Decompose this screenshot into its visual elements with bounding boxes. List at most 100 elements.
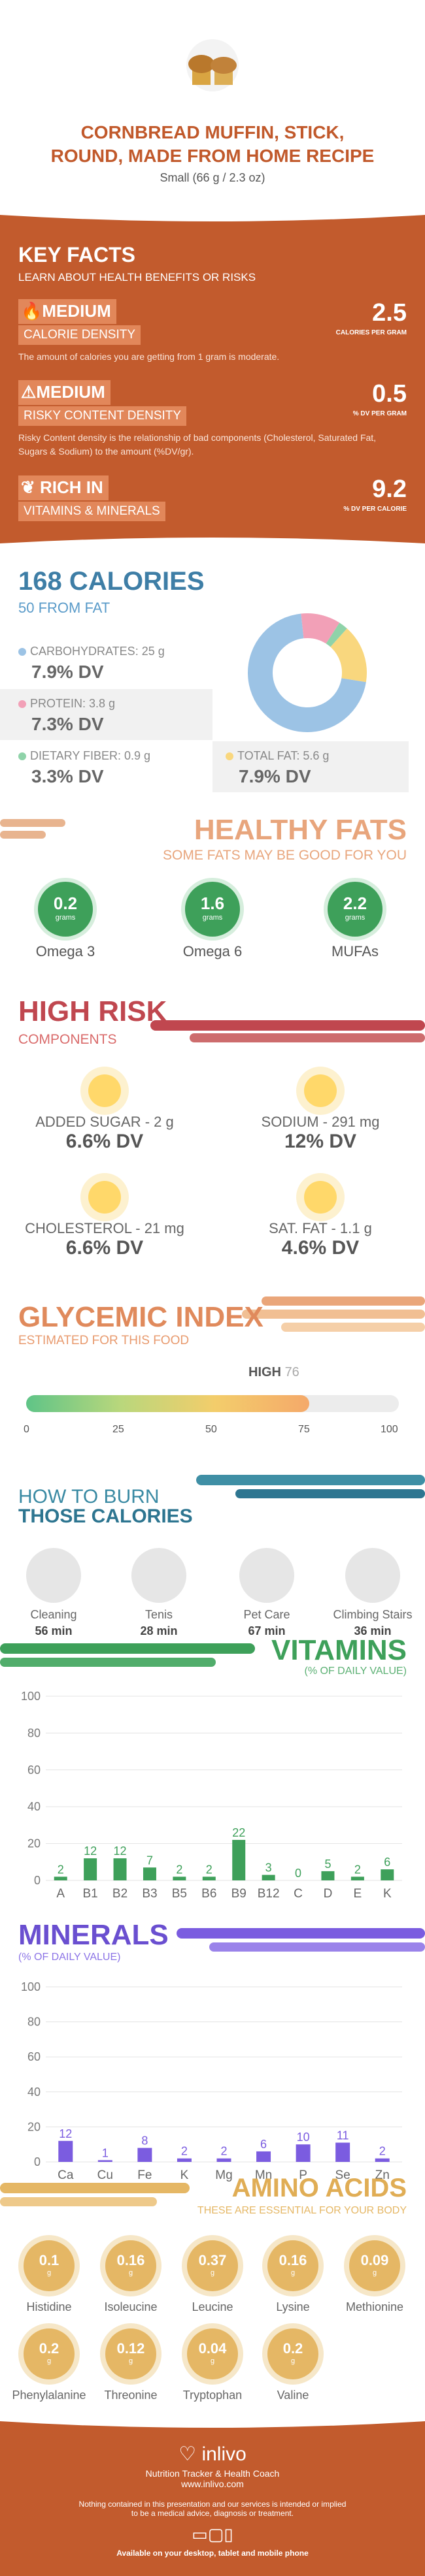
donut-slice-dietary-fiber	[326, 622, 347, 647]
bar-b5	[173, 1876, 186, 1880]
bar-se	[335, 2142, 350, 2162]
cleaning-icon	[26, 1548, 81, 1603]
footer-brand[interactable]: ♡ inlivo	[178, 2443, 246, 2465]
bar-value-label: 12	[59, 2127, 72, 2140]
x-tick-label: E	[354, 1887, 362, 1901]
flame-icon: 🔥	[21, 301, 42, 321]
amino-valine: 0.2 g Valine	[250, 2328, 335, 2402]
activity-pet-care: Pet Care 67 min	[228, 1548, 306, 1638]
bar-value-label: 0	[295, 1867, 301, 1880]
serving-size: Small (66 g / 2.3 oz)	[160, 171, 265, 184]
y-tick-label: 40	[27, 1800, 41, 1813]
heart-icon: ♡	[178, 2443, 197, 2465]
bar-value-label: 6	[384, 1856, 390, 1869]
stairs-icon	[345, 1548, 400, 1603]
bar-p	[296, 2144, 311, 2162]
footer-disclaimer-2: to be a medical advice, diagnosis or tre…	[131, 2509, 294, 2518]
x-tick-label: B6	[201, 1887, 216, 1901]
warning-icon: ⚠	[21, 382, 37, 402]
x-tick-label: A	[56, 1887, 65, 1901]
footer-url[interactable]: www.inlivo.com	[181, 2479, 244, 2489]
x-tick-label: B5	[172, 1887, 187, 1901]
risky-density-desc: Risky Content density is the relationshi…	[18, 432, 377, 457]
healthy-fats-title: HEALTHY FATS	[194, 814, 407, 846]
glycemic-level: HIGH 76	[248, 1365, 299, 1379]
donut-slice-protein	[301, 613, 340, 644]
pet-care-icon	[239, 1548, 294, 1603]
bar-value-label: 22	[232, 1826, 245, 1839]
vitamins-minerals-row: ❦ RICH IN VITAMINS & MINERALS 9.2 % DV P…	[18, 475, 407, 521]
mufas-label: MUFAs	[331, 943, 379, 959]
devices-icon: ▭▢▯	[192, 2524, 233, 2544]
key-facts-subtitle: LEARN ABOUT HEALTH BENEFITS OR RISKS	[18, 271, 256, 283]
footer: ♡ inlivo Nutrition Tracker & Health Coac…	[0, 2416, 425, 2576]
smiley-icon	[304, 1181, 337, 1214]
x-tick-label: K	[180, 2168, 189, 2182]
x-tick-label: B12	[258, 1887, 280, 1901]
footer-disclaimer-1: Nothing contained in this presentation a…	[78, 2500, 347, 2509]
amino-lysine: 0.16 g Lysine	[250, 2240, 335, 2314]
x-tick-label: Fe	[137, 2168, 152, 2182]
burn-title1: HOW TO BURN	[18, 1486, 160, 1507]
amino-threonine: 0.12 g Threonine	[88, 2328, 173, 2402]
bar-a	[54, 1876, 67, 1880]
minerals-title: MINERALS	[18, 1919, 169, 1951]
x-tick-label: B2	[112, 1887, 128, 1901]
bar-value-label: 6	[260, 2138, 267, 2151]
y-tick-label: 0	[34, 2155, 41, 2168]
omega3-item: 0.2 grams Omega 3	[23, 882, 108, 960]
added-sugar-item: ADDED SUGAR - 2 g 6.6% DV	[7, 1074, 203, 1153]
x-tick-label: B9	[231, 1887, 246, 1901]
bar-value-label: 12	[84, 1844, 97, 1858]
bar-b2	[113, 1858, 127, 1880]
amino-phenylalanine: 0.2 g Phenylalanine	[7, 2328, 92, 2402]
calorie-density-unit: CALORIES PER GRAM	[335, 329, 407, 336]
minerals-chart: 0 20 40 60 80 100 12 Ca 1 Cu 8 Fe 2 K 2 Mg 6 Mn 10 P 11 Se 2 Zn	[21, 1980, 402, 2182]
y-tick-label: 0	[34, 1874, 41, 1887]
fat-row: TOTAL FAT: 5.6 g 7.9% DV	[212, 741, 409, 792]
x-tick-label: P	[299, 2168, 307, 2182]
bar-e	[350, 1876, 364, 1880]
x-tick-label: Cu	[97, 2168, 113, 2182]
y-tick-label: 20	[27, 1837, 41, 1850]
amino-leucine: 0.37 g Leucine	[170, 2240, 255, 2314]
protein-row: PROTEIN: 3.8 g 7.3% DV	[0, 689, 212, 740]
x-tick-label: Ca	[58, 2168, 74, 2182]
carbs-dot-icon	[18, 648, 26, 656]
protein-label: PROTEIN: 3.8 g	[30, 697, 116, 710]
risky-density-level: ⚠MEDIUM	[18, 380, 110, 405]
bar-k	[381, 1869, 394, 1880]
fat-dv: 7.9% DV	[239, 766, 311, 786]
calories-title: 168 CALORIES	[18, 567, 205, 596]
burn-decoration	[183, 1475, 425, 1507]
bar-b1	[84, 1858, 97, 1880]
added-sugar-label: ADDED SUGAR - 2 g	[35, 1114, 174, 1130]
protein-dot-icon	[18, 700, 26, 709]
fiber-label: DIETARY FIBER: 0.9 g	[30, 749, 151, 762]
amino-histidine: 0.1 g Histidine	[7, 2240, 92, 2314]
bar-zn	[375, 2158, 390, 2162]
bar-value-label: 10	[297, 2131, 310, 2144]
bar-d	[321, 1871, 335, 1880]
bar-value-label: 2	[181, 2145, 188, 2158]
risky-density-label: RISKY CONTENT DENSITY	[18, 406, 187, 426]
bar-mg	[216, 2158, 231, 2162]
y-tick-label: 60	[27, 2050, 41, 2063]
x-tick-label: C	[294, 1887, 303, 1901]
x-tick-label: B3	[142, 1887, 157, 1901]
vitamins-minerals-unit: % DV PER CALORIE	[343, 506, 407, 513]
amino-subtitle: THESE ARE ESSENTIAL FOR YOUR BODY	[197, 2205, 407, 2216]
sodium-label: SODIUM - 291 mg	[261, 1114, 380, 1130]
carbs-row: CARBOHYDRATES: 25 g 7.9% DV	[0, 637, 212, 688]
bar-ca	[58, 2140, 73, 2162]
muffin-image	[186, 39, 239, 91]
bar-value-label: 2	[379, 2145, 386, 2158]
bar-value-label: 2	[176, 1863, 182, 1876]
bar-mn	[256, 2151, 271, 2162]
bar-k	[177, 2158, 192, 2162]
activity-tenis: Tenis 28 min	[120, 1548, 198, 1638]
bar-b9	[232, 1839, 246, 1880]
cholesterol-item: CHOLESTEROL - 21 mg 6.6% DV	[7, 1181, 203, 1259]
sat-fat-item: SAT. FAT - 1.1 g 4.6% DV	[222, 1181, 418, 1259]
bar-fe	[137, 2148, 152, 2162]
